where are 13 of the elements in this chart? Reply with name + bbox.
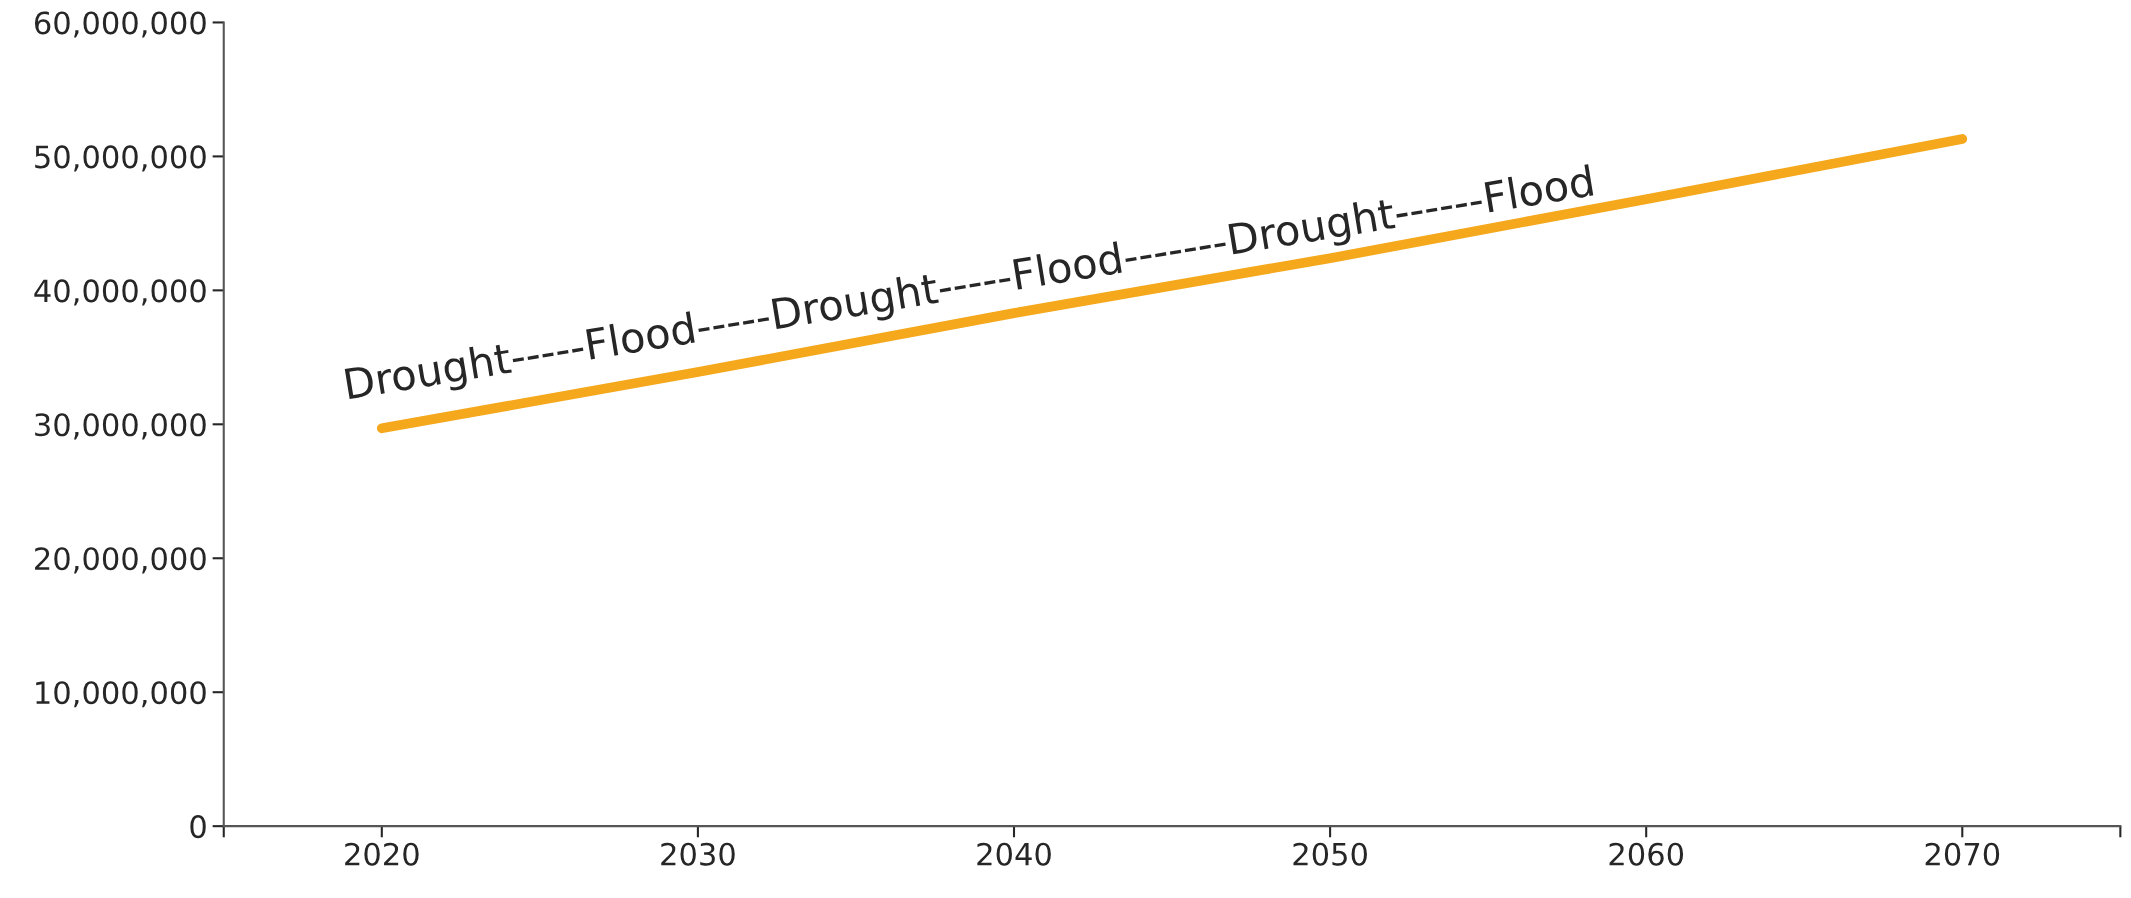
y-tick-label: 20,000,000 [35, 547, 206, 574]
x-tick-label: 2070 [1925, 842, 2000, 866]
x-tick-label: 2060 [1609, 842, 1684, 866]
y-tick-label: 40,000,000 [34, 279, 206, 306]
x-tick-label: 2020 [345, 842, 419, 866]
y-tick-label: 10,000,000 [36, 681, 206, 708]
x-tick-label: 2050 [1293, 842, 1367, 866]
y-tick-label: 0 [190, 815, 206, 839]
y-tick-label: 30,000,000 [35, 413, 206, 440]
y-tick-label: 60,000,000 [34, 11, 206, 38]
x-tick-label: 2030 [661, 842, 735, 866]
x-tick-label: 2040 [977, 842, 1051, 866]
y-tick-label: 50,000,000 [35, 145, 206, 172]
